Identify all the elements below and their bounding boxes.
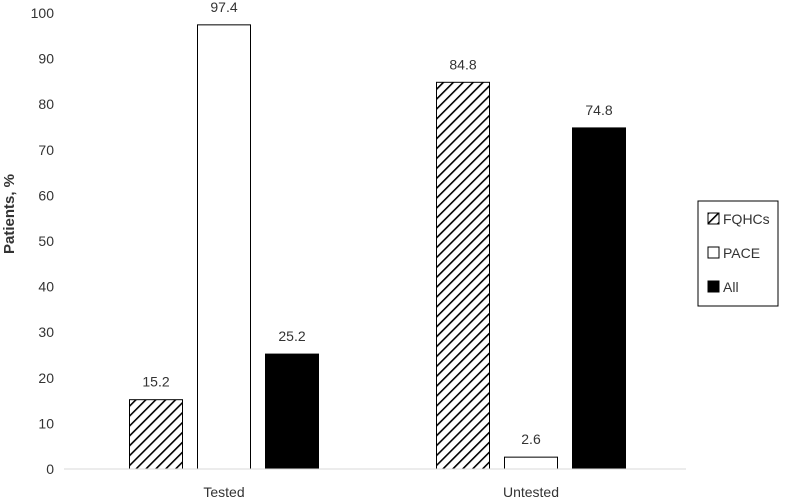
data-label: 15.2 [142, 374, 169, 390]
data-label: 25.2 [278, 328, 305, 344]
x-axis-category-labels: Tested Untested [203, 484, 559, 500]
y-tick-label: 50 [38, 233, 54, 249]
bar-fqhcs-untested [436, 81, 490, 470]
data-label: 97.4 [210, 0, 237, 15]
y-tick-label: 30 [38, 324, 54, 340]
bar-pace-tested [197, 24, 251, 470]
legend-label: All [723, 279, 739, 295]
bar-pace-untested [504, 456, 558, 470]
bar-all-tested [265, 353, 319, 470]
bar-all-untested [572, 127, 626, 470]
data-label: 84.8 [449, 56, 476, 72]
y-tick-label: 100 [31, 5, 55, 21]
y-axis-ticks: 0 10 20 30 40 50 60 70 80 90 100 [31, 5, 55, 477]
y-tick-label: 90 [38, 51, 54, 67]
legend-swatch-pace [707, 246, 720, 259]
y-tick-label: 80 [38, 96, 54, 112]
y-tick-label: 70 [38, 142, 54, 158]
legend: FQHCs PACE All [697, 200, 779, 307]
y-tick-label: 40 [38, 279, 54, 295]
legend-swatch-fqhcs [707, 212, 720, 225]
y-tick-label: 20 [38, 370, 54, 386]
legend-swatch-all [707, 280, 720, 293]
value-labels: 15.2 84.8 97.4 2.6 25.2 74.8 [142, 0, 612, 447]
x-tick-label: Tested [203, 484, 244, 499]
y-tick-label: 60 [38, 187, 54, 203]
bars [129, 24, 626, 470]
y-tick-label: 10 [38, 415, 54, 431]
legend-label: PACE [723, 245, 760, 261]
bar-fqhcs-tested [129, 399, 183, 470]
legend-label: FQHCs [723, 211, 770, 227]
y-axis-label: Patients, % [1, 174, 18, 254]
y-tick-label: 0 [46, 461, 54, 477]
x-tick-label: Untested [503, 484, 559, 499]
data-label: 74.8 [585, 102, 612, 118]
data-label: 2.6 [521, 431, 541, 447]
